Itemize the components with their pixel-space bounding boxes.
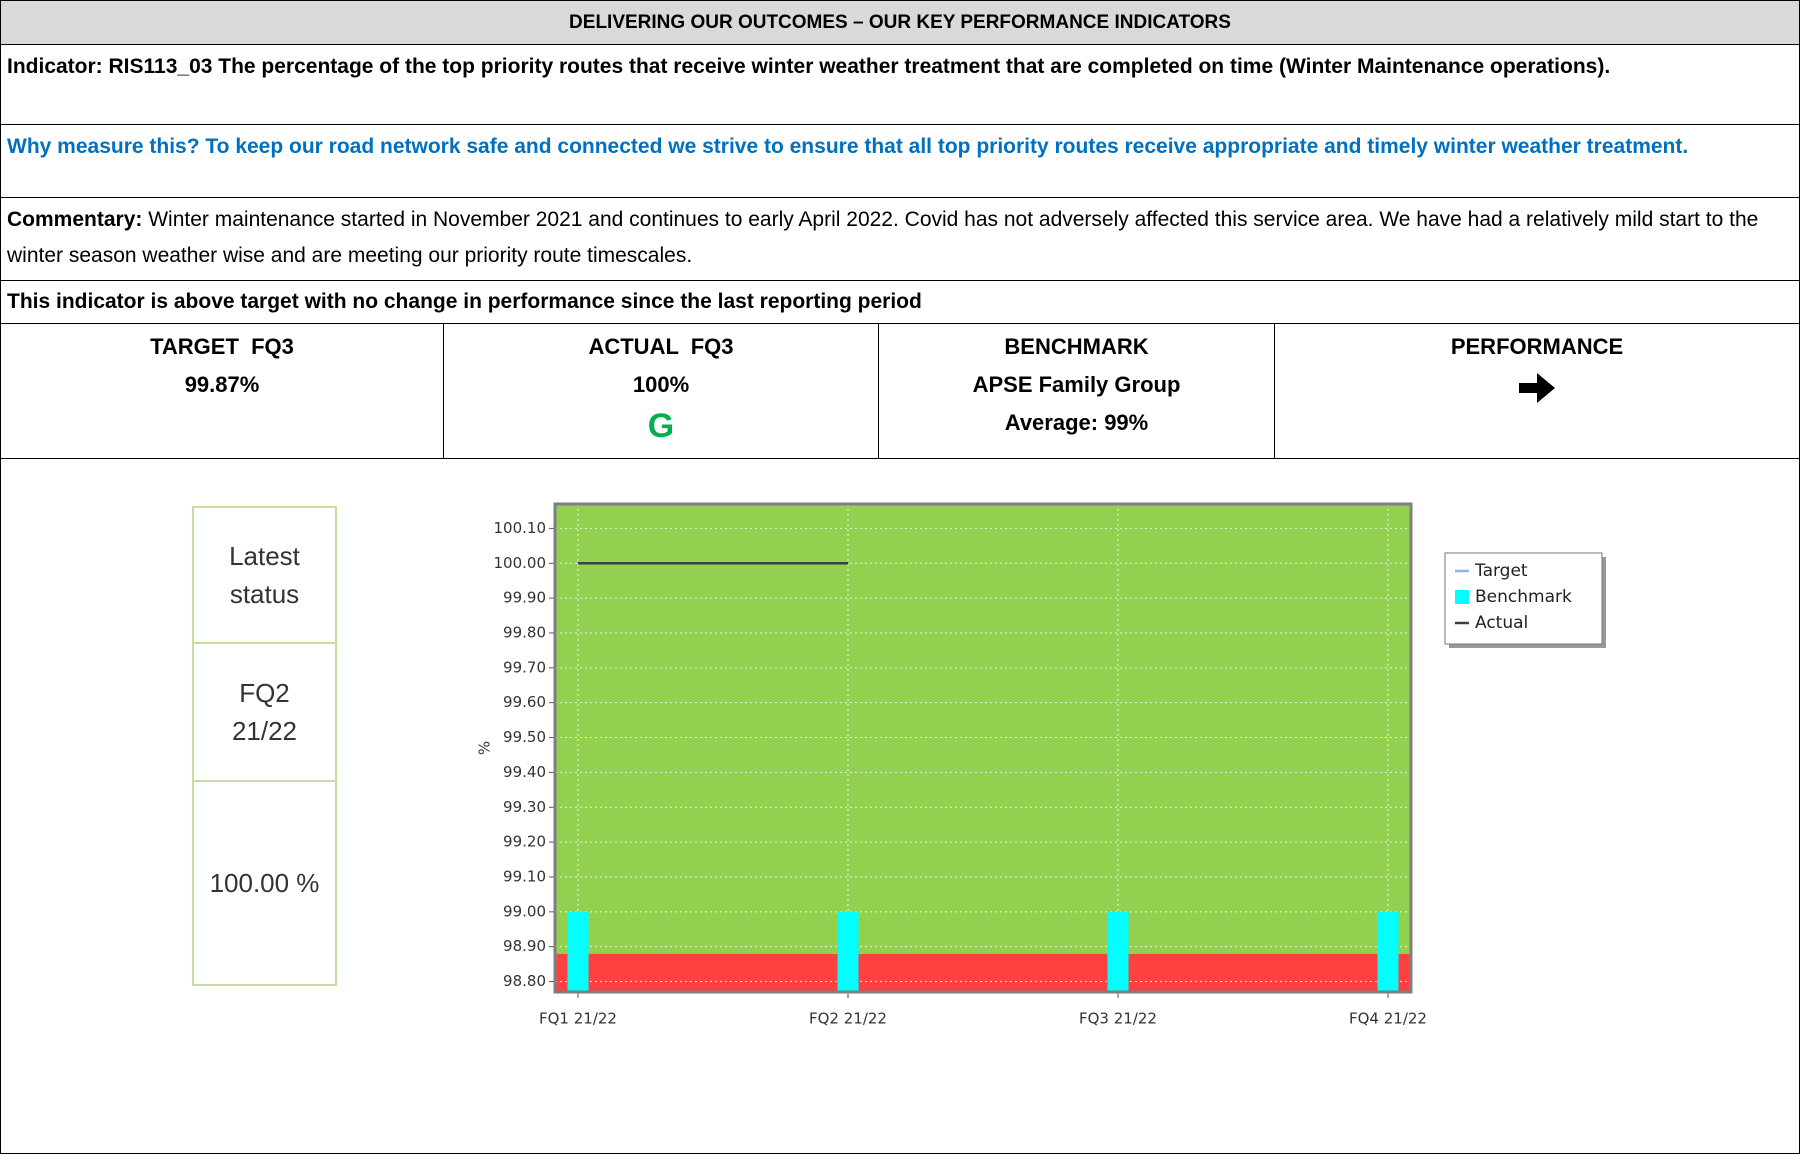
kpi-benchmark: BENCHMARK APSE Family Group Average: 99% <box>878 323 1275 459</box>
y-tick-label: 99.40 <box>503 763 546 781</box>
kpi-actual: ACTUAL FQ3 100% G <box>443 323 879 459</box>
y-tick-label: 98.90 <box>503 937 546 955</box>
kpi-rag: G <box>647 407 675 445</box>
kpi-heading: TARGET FQ3 <box>150 334 294 359</box>
bar <box>1377 911 1399 992</box>
bar <box>1107 911 1129 992</box>
legend-box <box>1444 552 1603 645</box>
y-tick-label: 99.80 <box>503 623 546 641</box>
kpi-target: TARGET FQ3 99.87% <box>0 323 444 459</box>
x-tick-label: FQ2 21/22 <box>809 1010 887 1028</box>
kpi-performance: PERFORMANCE <box>1274 323 1800 459</box>
status-value-text: 100.00 % <box>209 868 320 898</box>
summary: This indicator is above target with no c… <box>0 280 1800 324</box>
legend-swatch <box>1455 590 1469 604</box>
indicator: Indicator: RIS113_03 The percentage of t… <box>0 44 1800 125</box>
y-tick-label: 98.80 <box>503 972 546 990</box>
commentary-label: Commentary: <box>7 208 143 231</box>
kpi-value: APSE Family Group <box>972 372 1181 397</box>
status-period-line: FQ2 <box>239 678 290 708</box>
y-tick-label: 99.30 <box>503 798 546 816</box>
y-tick-label: 99.00 <box>503 902 546 920</box>
commentary: Commentary: Winter maintenance started i… <box>0 197 1800 281</box>
band <box>555 953 1411 992</box>
band <box>555 504 1411 954</box>
kpi-heading: ACTUAL FQ3 <box>588 334 734 359</box>
kpi-heading: BENCHMARK <box>1004 334 1149 359</box>
kpi-note: Average: 99% <box>1004 410 1149 435</box>
y-tick-label: 99.10 <box>503 867 546 885</box>
header-title: DELIVERING OUR OUTCOMES – OUR KEY PERFOR… <box>0 0 1800 45</box>
y-tick-label: 99.60 <box>503 693 546 711</box>
legend-label: Actual <box>1475 613 1528 633</box>
kpi-value: 99.87% <box>184 372 260 397</box>
y-tick-label: 99.20 <box>503 833 546 851</box>
commentary-text: Winter maintenance started in November 2… <box>7 208 1759 267</box>
kpi-value: 100% <box>632 372 690 397</box>
chart-area: Latest status FQ2 21/22 100.00 % 98.80 98… <box>0 458 1800 1154</box>
status-label-line: status <box>229 579 300 609</box>
status-period-line: 21/22 <box>231 716 298 746</box>
legend-label: Benchmark <box>1475 587 1572 607</box>
x-tick-label: FQ3 21/22 <box>1079 1010 1157 1028</box>
kpi-heading: PERFORMANCE <box>1450 334 1624 359</box>
y-tick-label: 99.50 <box>503 728 546 746</box>
bar <box>567 911 589 992</box>
why-measure: Why measure this? To keep our road netwo… <box>0 124 1800 198</box>
arrow-icon <box>1519 373 1555 403</box>
y-axis-label: % <box>476 741 494 755</box>
status-period: FQ2 21/22 <box>192 642 337 782</box>
y-tick-label: 100.10 <box>494 519 547 537</box>
y-tick-label: 99.90 <box>503 589 546 607</box>
bar <box>837 911 859 992</box>
legend-label: Target <box>1474 561 1528 581</box>
y-tick-label: 99.70 <box>503 658 546 676</box>
plot-border <box>553 502 1413 994</box>
y-tick-label: 100.00 <box>494 554 547 572</box>
status-label-line: Latest <box>229 541 300 571</box>
x-tick-label: FQ1 21/22 <box>539 1010 617 1028</box>
chart: 98.80 98.90 99.00 99.10 99.20 99.30 99.40 99.50… <box>476 502 1606 1028</box>
x-tick-label: FQ4 21/22 <box>1349 1010 1427 1028</box>
status-value: 100.00 % <box>192 780 337 986</box>
